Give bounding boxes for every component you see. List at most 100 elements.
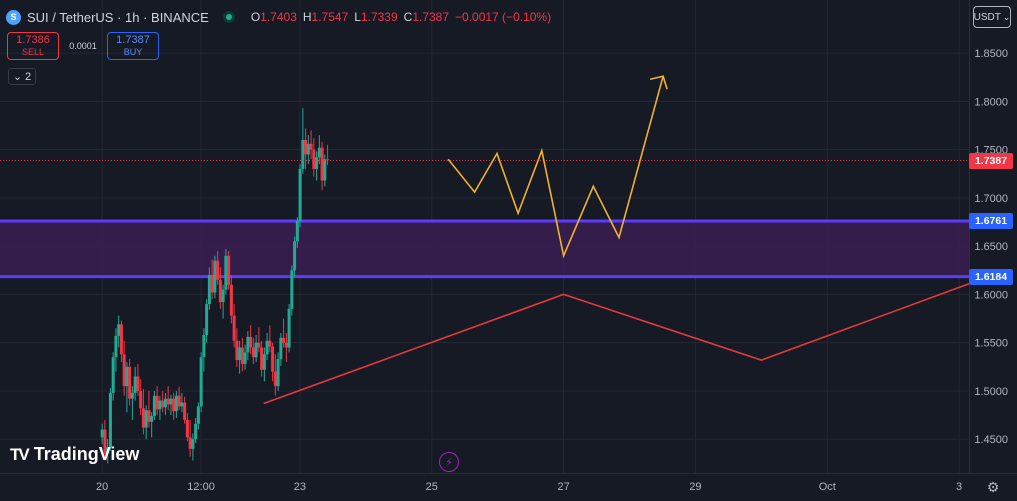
candle-body (229, 284, 233, 316)
candle-body (282, 337, 286, 343)
candle-body (141, 408, 145, 428)
candle-body (218, 279, 222, 303)
candle-body (227, 255, 231, 285)
candle-body (224, 255, 228, 290)
candle-body (238, 347, 242, 361)
candle-body (257, 342, 261, 348)
candle-body (254, 342, 258, 358)
currency-button[interactable]: USDT ⌄ (973, 6, 1011, 28)
candle-body (317, 147, 321, 158)
indicators-count: 2 (25, 70, 32, 83)
candle-body (323, 159, 327, 181)
level-label-lower: 1.6184 (969, 268, 1013, 285)
sell-button[interactable]: 1.7386 SELL (7, 32, 59, 60)
candle-body (155, 395, 159, 410)
candle-body (106, 446, 110, 454)
candle-body (207, 275, 211, 305)
candle-body (136, 376, 140, 391)
candle-body (240, 347, 244, 364)
candle-body (133, 376, 137, 393)
trendline (263, 283, 970, 405)
sui-coin-icon[interactable]: S (6, 9, 21, 25)
candle-body (194, 423, 198, 440)
candle-body (205, 304, 209, 335)
gear-icon[interactable]: ⚙ (986, 478, 1000, 495)
buy-button[interactable]: 1.7387 BUY (107, 32, 159, 60)
candle-body (293, 241, 297, 271)
chart-header: S SUI / TetherUS · 1h · BINANCE O1.7403 … (6, 7, 551, 27)
projection-path (447, 76, 664, 259)
symbol-title[interactable]: SUI / TetherUS · 1h · BINANCE (27, 9, 209, 25)
level-label-upper: 1.6761 (969, 212, 1013, 229)
candle-body (268, 340, 272, 347)
candle-body (128, 366, 132, 399)
flash-icon[interactable]: ⚡ (439, 452, 459, 472)
candle-body (304, 139, 308, 155)
ohlc-high-value: 1.7547 (311, 10, 349, 24)
candle-body (119, 324, 123, 355)
supply-zone (0, 220, 969, 277)
candle-body (150, 416, 154, 422)
candle-body (271, 346, 275, 372)
ohlc-change: −0.0017 (−0.10%) (455, 10, 552, 24)
candle-body (260, 347, 264, 370)
price-tick-label: 1.5000 (974, 386, 1008, 398)
candle-body (199, 357, 203, 407)
candle-body (265, 340, 269, 355)
time-tick-label: 3 (956, 481, 962, 493)
candle-body (284, 342, 288, 348)
candle-body (177, 395, 181, 407)
candle-body (202, 334, 206, 358)
candle-body (188, 437, 192, 449)
candle-body (166, 398, 170, 405)
price-tick-label: 1.8000 (974, 96, 1008, 108)
market-open-icon (222, 11, 235, 23)
candle-body (125, 366, 129, 387)
candle-body (298, 168, 302, 222)
price-tick-label: 1.8500 (974, 48, 1008, 60)
candle-body (213, 260, 217, 293)
candle-body (276, 359, 280, 387)
candle-body (249, 336, 253, 348)
last-price-label: 1.7387 (969, 152, 1013, 169)
sell-price: 1.7386 (16, 34, 50, 46)
candle-body (221, 289, 225, 303)
candle-body (235, 340, 239, 361)
candle-body (122, 354, 126, 387)
ohlc-close-value: 1.7387 (412, 10, 450, 24)
candle-body (243, 352, 247, 364)
candle-body (191, 439, 195, 449)
candle-body (100, 429, 104, 438)
tradingview-logo[interactable]: TV TradingView (10, 444, 139, 465)
time-tick-label: 27 (557, 481, 569, 493)
candle-body (232, 315, 236, 341)
time-tick-label: 25 (426, 481, 438, 493)
candle-body (273, 371, 277, 387)
candle-body (262, 354, 266, 370)
price-tick-label: 1.5500 (974, 338, 1008, 350)
candle-body (147, 410, 151, 422)
price-tick-label: 1.4500 (974, 434, 1008, 446)
time-tick-label: Oct (819, 481, 836, 493)
candle-body (117, 324, 121, 336)
candle-body (320, 147, 324, 181)
time-tick-label: 29 (689, 481, 701, 493)
candle-body (306, 143, 310, 155)
candle-body (111, 357, 115, 393)
time-tick-label: 23 (294, 481, 306, 493)
candle-body (114, 335, 118, 358)
time-tick-label: 12:00 (187, 481, 215, 493)
ohlc-low-value: 1.7339 (360, 10, 398, 24)
candle-body (287, 308, 291, 348)
buy-label: BUY (123, 47, 143, 57)
candle-body (183, 402, 187, 420)
candle-body (210, 275, 214, 293)
candle-body (158, 400, 162, 410)
candle-body (180, 402, 184, 407)
candle-body (144, 410, 148, 428)
candle-body (279, 337, 283, 360)
buy-price: 1.7387 (116, 34, 150, 46)
candle-body (152, 395, 156, 417)
indicators-toggle-button[interactable]: ⌄ 2 (8, 68, 36, 85)
